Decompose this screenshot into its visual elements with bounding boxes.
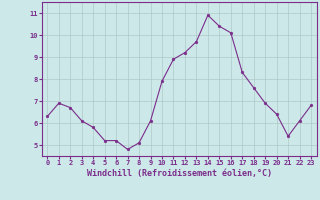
- X-axis label: Windchill (Refroidissement éolien,°C): Windchill (Refroidissement éolien,°C): [87, 169, 272, 178]
